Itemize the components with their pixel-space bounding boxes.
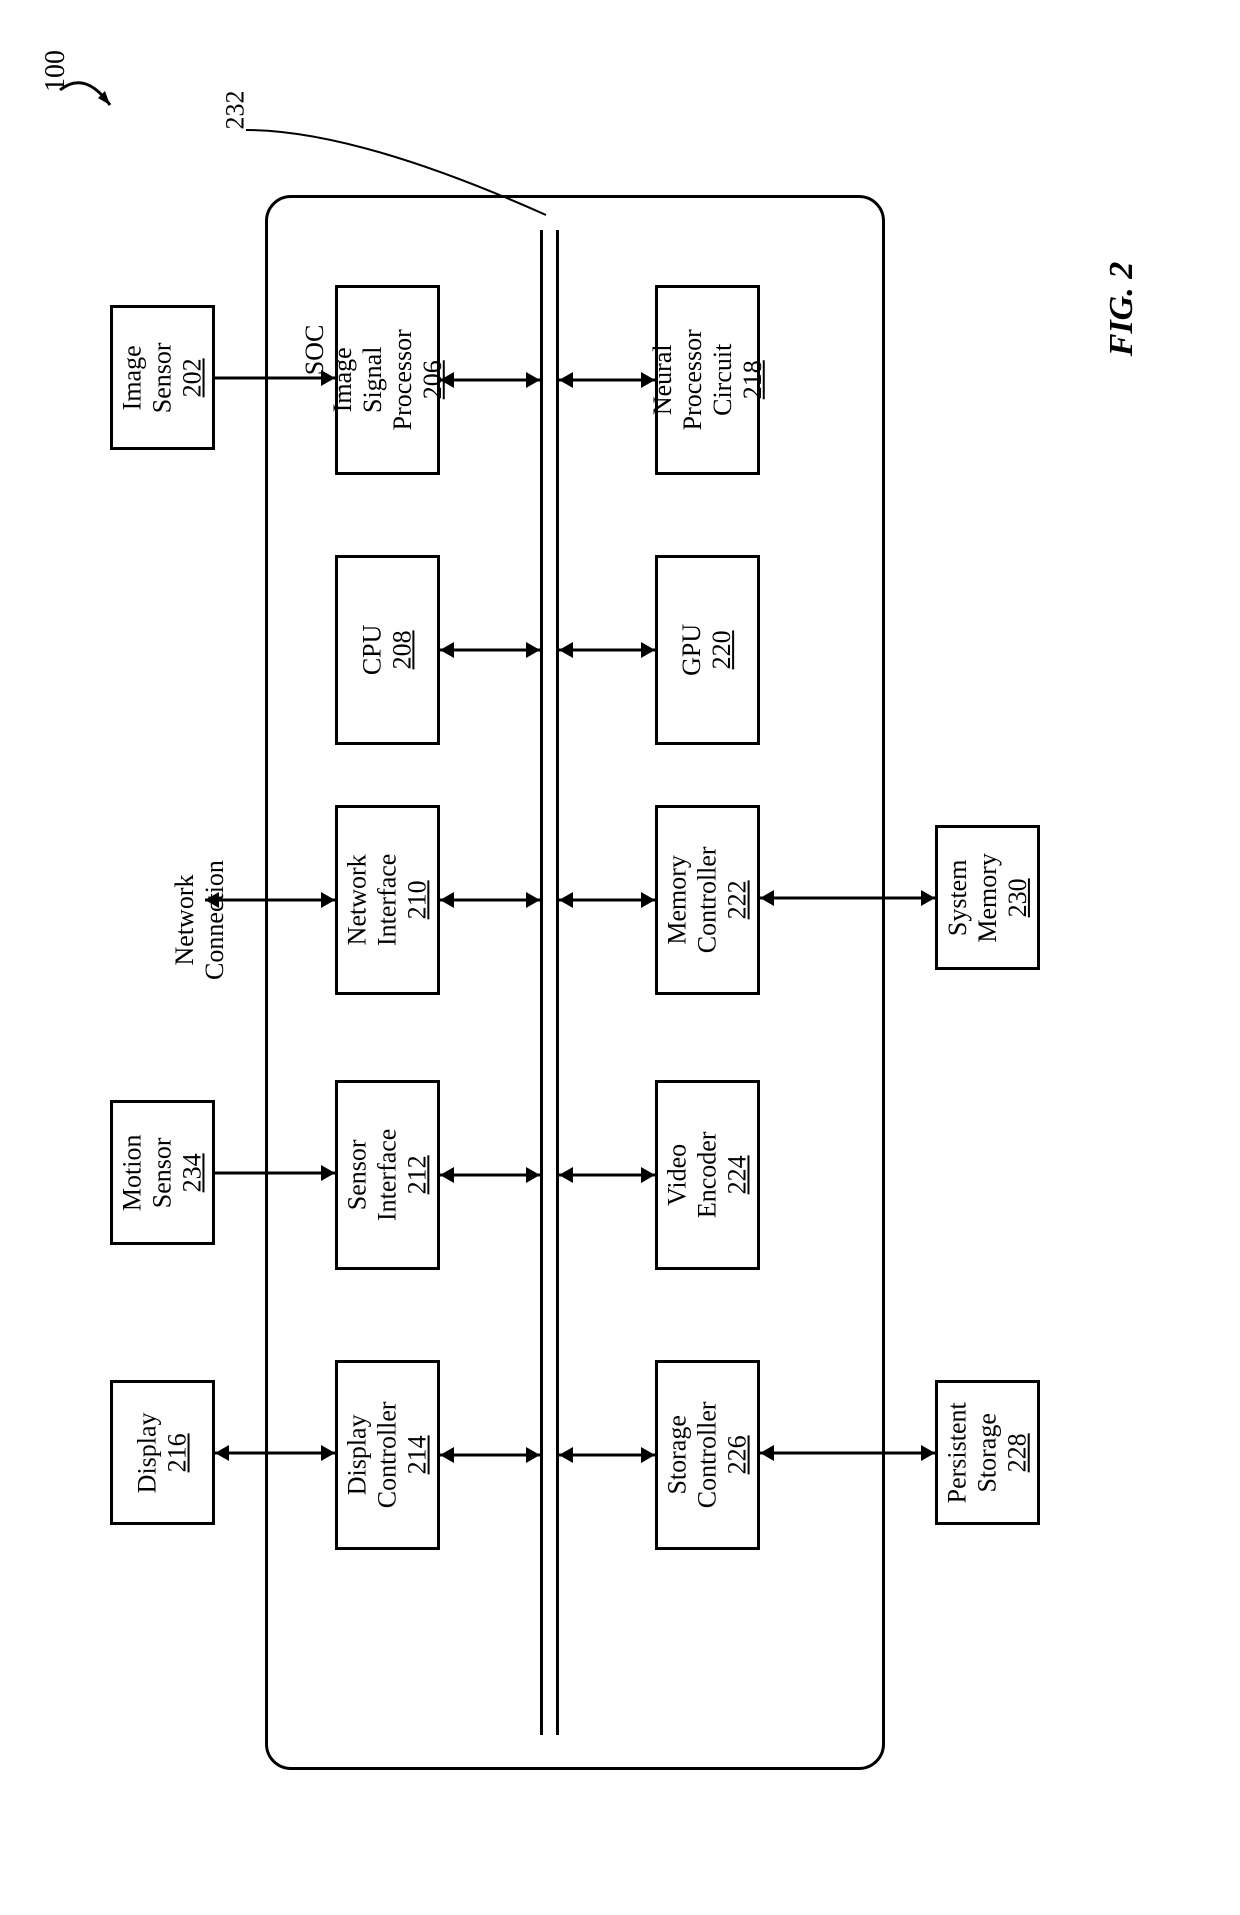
persistent-storage-box-label: PersistentStorage228 [943, 1402, 1033, 1503]
arrow-network-if-connection [193, 888, 347, 912]
arrow-motion-sensor-to-sensor-if [203, 1161, 347, 1185]
arrow-bus-row2-1 [547, 638, 667, 662]
persistent-storage-box: PersistentStorage228 [935, 1380, 1040, 1525]
arrow-row1-bus-2 [428, 888, 552, 912]
memory-controller-box-label: MemoryController222 [663, 847, 753, 954]
bus-leader-line [236, 120, 596, 240]
ref-100-hook [55, 65, 135, 135]
arrow-row1-bus-4 [428, 1443, 552, 1467]
gpu-box: GPU220 [655, 555, 760, 745]
bus-line-2 [556, 230, 559, 1735]
arrow-image-sensor-to-isp [203, 366, 347, 390]
arrow-bus-row2-4 [547, 1443, 667, 1467]
arrow-bus-row2-2 [547, 888, 667, 912]
arrow-row1-bus-3 [428, 1163, 552, 1187]
image-sensor-box-label: ImageSensor202 [118, 342, 208, 413]
system-memory-box: SystemMemory230 [935, 825, 1040, 970]
arrow-row1-bus-0 [428, 368, 552, 392]
network-connection-label: NetworkConnection [170, 820, 230, 1020]
cpu-box-label: CPU208 [358, 625, 418, 676]
display-controller-box: DisplayController214 [335, 1360, 440, 1550]
bus-line-1 [540, 230, 543, 1735]
display-box: Display216 [110, 1380, 215, 1525]
video-encoder-box-label: VideoEncoder224 [663, 1132, 753, 1219]
image-signal-processor-box: ImageSignalProcessor206 [335, 285, 440, 475]
image-sensor-box: ImageSensor202 [110, 305, 215, 450]
arrow-bus-row2-3 [547, 1163, 667, 1187]
figure-caption: FIG. 2 [1103, 262, 1141, 356]
motion-sensor-box: MotionSensor234 [110, 1100, 215, 1245]
sensor-interface-box: SensorInterface212 [335, 1080, 440, 1270]
video-encoder-box: VideoEncoder224 [655, 1080, 760, 1270]
display-box-label: Display216 [133, 1412, 193, 1493]
system-memory-box-label: SystemMemory230 [943, 853, 1033, 943]
arrow-bus-row2-0 [547, 368, 667, 392]
network-interface-box: NetworkInterface210 [335, 805, 440, 995]
display-controller-box-label: DisplayController214 [343, 1402, 433, 1509]
memory-controller-box: MemoryController222 [655, 805, 760, 995]
arrow-display-ctrl-display [203, 1441, 347, 1465]
sensor-interface-box-label: SensorInterface212 [343, 1129, 433, 1221]
arrow-row1-bus-1 [428, 638, 552, 662]
storage-controller-box: StorageController226 [655, 1360, 760, 1550]
network-interface-box-label: NetworkInterface210 [343, 854, 433, 946]
arrow-memctrl-sysmem [748, 886, 947, 910]
cpu-box: CPU208 [335, 555, 440, 745]
gpu-box-label: GPU220 [678, 624, 738, 676]
storage-controller-box-label: StorageController226 [663, 1402, 753, 1509]
motion-sensor-box-label: MotionSensor234 [118, 1134, 208, 1211]
arrow-storagectrl-persist [748, 1441, 947, 1465]
neural-processor-box: NeuralProcessorCircuit218 [655, 285, 760, 475]
